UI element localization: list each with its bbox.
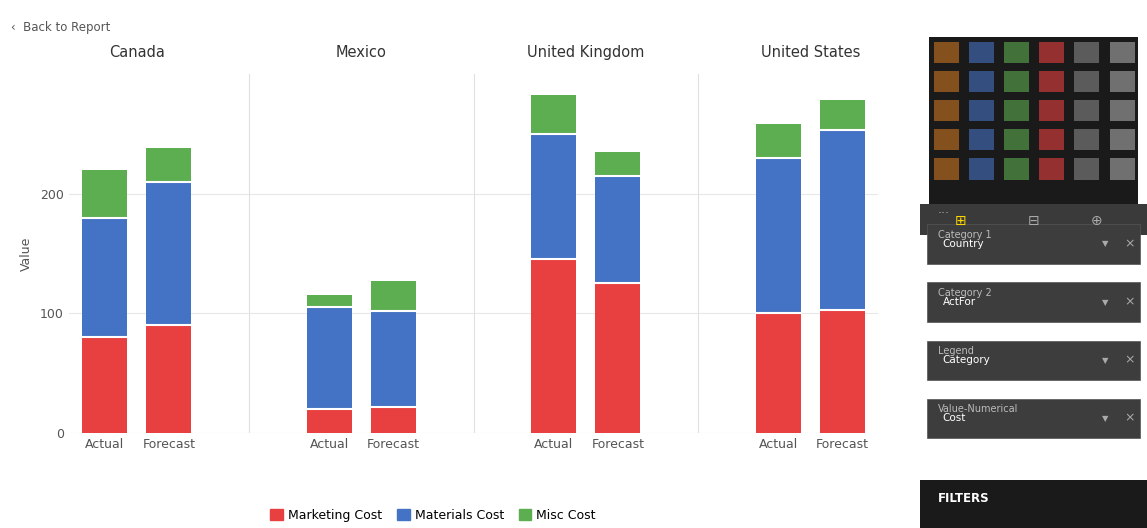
Text: ▼: ▼ [1101, 355, 1108, 365]
FancyBboxPatch shape [1075, 158, 1099, 180]
Text: Country: Country [943, 239, 984, 249]
FancyBboxPatch shape [1109, 100, 1134, 121]
Text: Legend: Legend [938, 346, 974, 356]
Bar [147, 148, 192, 182]
FancyBboxPatch shape [1039, 100, 1064, 121]
Text: Mexico: Mexico [336, 44, 387, 60]
FancyBboxPatch shape [1039, 158, 1064, 180]
Text: United Kingdom: United Kingdom [528, 44, 645, 60]
FancyBboxPatch shape [1039, 42, 1064, 63]
FancyBboxPatch shape [920, 204, 1147, 235]
FancyBboxPatch shape [929, 37, 1138, 211]
FancyBboxPatch shape [927, 341, 1140, 380]
Bar [756, 158, 801, 313]
Bar [306, 409, 352, 433]
FancyBboxPatch shape [934, 129, 959, 150]
FancyBboxPatch shape [1004, 129, 1029, 150]
Bar [83, 337, 127, 433]
FancyBboxPatch shape [969, 71, 993, 92]
Bar [820, 310, 865, 433]
FancyBboxPatch shape [934, 42, 959, 63]
FancyBboxPatch shape [1109, 71, 1134, 92]
FancyBboxPatch shape [1109, 42, 1134, 63]
FancyBboxPatch shape [1004, 71, 1029, 92]
Text: ▼: ▼ [1101, 297, 1108, 307]
FancyBboxPatch shape [969, 129, 993, 150]
Bar [531, 259, 576, 433]
Bar [370, 407, 416, 433]
Text: ×: × [1124, 296, 1134, 308]
FancyBboxPatch shape [927, 224, 1140, 264]
Text: ×: × [1124, 238, 1134, 250]
Bar [595, 176, 640, 284]
Bar [756, 124, 801, 158]
Bar [306, 307, 352, 409]
Text: ×: × [1124, 412, 1134, 425]
Bar [370, 281, 416, 311]
FancyBboxPatch shape [1109, 129, 1134, 150]
Bar [756, 313, 801, 433]
Y-axis label: Value: Value [21, 236, 33, 271]
Text: ⊞: ⊞ [955, 214, 967, 228]
Text: Category: Category [943, 355, 990, 365]
Text: ‹  Back to Report: ‹ Back to Report [11, 21, 111, 34]
Bar [595, 152, 640, 176]
Bar [83, 218, 127, 337]
Bar [306, 295, 352, 307]
Bar [595, 284, 640, 433]
FancyBboxPatch shape [1004, 42, 1029, 63]
FancyBboxPatch shape [934, 100, 959, 121]
FancyBboxPatch shape [1075, 129, 1099, 150]
Text: >: > [1117, 18, 1129, 33]
FancyBboxPatch shape [969, 42, 993, 63]
Text: ⊟: ⊟ [1028, 214, 1039, 228]
Text: VISUALIZATIONS: VISUALIZATIONS [938, 18, 1048, 32]
Text: Canada: Canada [109, 44, 165, 60]
Text: ActFor: ActFor [943, 297, 976, 307]
FancyBboxPatch shape [969, 100, 993, 121]
Text: ...: ... [938, 203, 950, 216]
Text: ▼: ▼ [1101, 239, 1108, 249]
FancyBboxPatch shape [1004, 158, 1029, 180]
Bar [531, 134, 576, 259]
FancyBboxPatch shape [1039, 71, 1064, 92]
Text: Value-Numerical: Value-Numerical [938, 404, 1019, 414]
FancyBboxPatch shape [1075, 42, 1099, 63]
Bar [147, 182, 192, 325]
FancyBboxPatch shape [969, 158, 993, 180]
Bar [147, 325, 192, 433]
Text: Category 2: Category 2 [938, 288, 992, 298]
Bar [370, 311, 416, 407]
FancyBboxPatch shape [1075, 71, 1099, 92]
FancyBboxPatch shape [927, 399, 1140, 438]
FancyBboxPatch shape [1109, 158, 1134, 180]
Legend: Marketing Cost, Materials Cost, Misc Cost: Marketing Cost, Materials Cost, Misc Cos… [265, 504, 601, 527]
FancyBboxPatch shape [1004, 100, 1029, 121]
Text: United States: United States [760, 44, 860, 60]
Bar [83, 169, 127, 218]
Bar [820, 100, 865, 130]
FancyBboxPatch shape [927, 282, 1140, 322]
FancyBboxPatch shape [934, 158, 959, 180]
Text: ▼: ▼ [1101, 413, 1108, 423]
Bar [531, 96, 576, 134]
FancyBboxPatch shape [934, 71, 959, 92]
FancyBboxPatch shape [920, 480, 1147, 528]
FancyBboxPatch shape [1075, 100, 1099, 121]
Bar [820, 130, 865, 310]
FancyBboxPatch shape [1039, 129, 1064, 150]
Text: ×: × [1124, 354, 1134, 366]
Text: FILTERS: FILTERS [938, 493, 990, 505]
Text: Cost: Cost [943, 413, 966, 423]
Text: Category 1: Category 1 [938, 230, 992, 240]
Text: ⊕: ⊕ [1091, 214, 1103, 228]
